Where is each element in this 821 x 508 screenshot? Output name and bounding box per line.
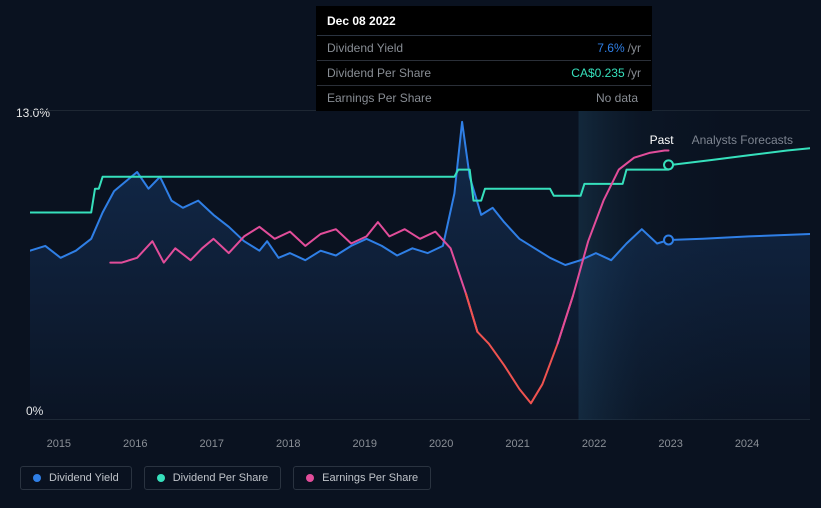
x-axis-tick: 2020 [429,438,453,450]
tooltip-unit: /yr [628,41,641,55]
legend-label: Dividend Per Share [173,472,268,484]
legend-item-dividend-yield[interactable]: Dividend Yield [20,466,132,490]
legend-item-dividend-per-share[interactable]: Dividend Per Share [144,466,281,490]
legend-item-earnings-per-share[interactable]: Earnings Per Share [293,466,431,490]
x-axis-tick: 2024 [735,438,759,450]
x-axis-tick: 2016 [123,438,147,450]
x-axis-tick: 2021 [505,438,529,450]
legend-dot [157,474,165,482]
legend-label: Earnings Per Share [322,472,418,484]
x-axis-tick: 2022 [582,438,606,450]
tooltip-value: CA$0.235 [571,66,624,80]
tooltip-value: 7.6% [597,41,624,55]
x-axis-tick: 2023 [658,438,682,450]
tooltip-unit: /yr [628,66,641,80]
tooltip-label: Dividend Yield [327,41,597,55]
past-forecast-labels: Past Analysts Forecasts [650,133,793,147]
tooltip-row: Dividend Per Share CA$0.235/yr [317,61,651,86]
chart-container: Dec 08 2022 Dividend Yield 7.6% /yr Divid… [0,0,821,508]
past-label: Past [650,133,674,147]
chart-plot[interactable] [30,110,810,420]
x-axis-tick: 2017 [200,438,224,450]
tooltip-row: Dividend Yield 7.6% /yr [317,36,651,61]
x-axis-tick: 2018 [276,438,300,450]
tooltip-date: Dec 08 2022 [317,7,651,36]
legend-dot [33,474,41,482]
tooltip-label: Earnings Per Share [327,91,596,105]
tooltip-row: Earnings Per Share No data [317,86,651,110]
x-axis-labels: 2015 2016 2017 2018 2019 2020 2021 2022 2023 2024 [30,438,810,452]
chart-legend: Dividend Yield Dividend Per Share Earnin… [20,466,431,490]
x-axis-tick: 2015 [47,438,71,450]
tooltip-value: No data [596,91,638,105]
chart-tooltip: Dec 08 2022 Dividend Yield 7.6% /yr Divid… [316,6,652,111]
tooltip-label: Dividend Per Share [327,66,571,80]
legend-label: Dividend Yield [49,472,119,484]
x-axis-tick: 2019 [352,438,376,450]
legend-dot [306,474,314,482]
forecast-label: Analysts Forecasts [692,133,793,147]
